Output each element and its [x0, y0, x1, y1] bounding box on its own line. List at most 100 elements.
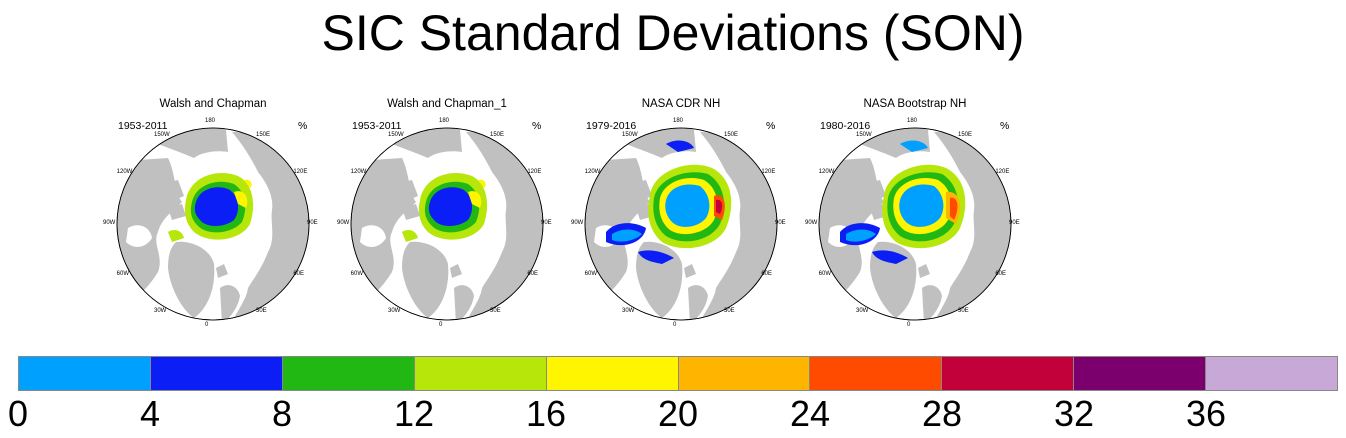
panel-period: 1979-2016 — [586, 120, 637, 132]
greenland — [636, 241, 683, 318]
longitude-label: 60W — [584, 271, 597, 277]
archipelago — [628, 180, 652, 202]
colorbar-tick-label: 4 — [139, 393, 161, 434]
longitude-label: 30E — [490, 308, 501, 315]
archipelago — [168, 204, 186, 220]
longitude-label: 0 — [673, 322, 677, 328]
longitude-label: 60E — [527, 271, 539, 277]
longitude-label: 0 — [205, 322, 209, 328]
longitude-label: 90E — [775, 220, 786, 226]
colorbar-swatch — [150, 357, 283, 390]
longitude-label: 0 — [439, 322, 443, 328]
greenland — [870, 241, 917, 318]
longitude-label: 30W — [856, 308, 869, 315]
longitude-label: 120E — [293, 169, 308, 175]
longitude-label: 30W — [154, 308, 167, 315]
longitude-label: 180 — [439, 118, 450, 124]
map-border-top — [350, 127, 544, 321]
colorbar-swatch — [1074, 357, 1207, 390]
svalbard — [918, 264, 930, 278]
longitude-label: 90E — [307, 220, 318, 226]
longitude-label: 180 — [907, 118, 918, 124]
polar-map — [818, 127, 1012, 321]
hudson-bay — [360, 225, 386, 247]
panel-unit: % — [298, 120, 308, 132]
scandinavia — [220, 285, 240, 320]
archipelago — [402, 204, 420, 220]
panel-period: 1953-2011 — [352, 120, 402, 132]
colorbar-swatch — [678, 357, 811, 390]
colorbar-tick-label: 36 — [1185, 393, 1227, 434]
longitude-label: 60E — [995, 271, 1007, 277]
longitude-label: 120W — [584, 169, 601, 175]
longitude-label: 150E — [724, 131, 739, 138]
longitude-label: 90W — [805, 220, 818, 226]
longitude-label: 60W — [818, 271, 831, 277]
longitude-label: 30W — [388, 308, 401, 315]
longitude-label: 120W — [350, 169, 367, 175]
colorbar-swatch — [1206, 357, 1338, 390]
panel-unit: % — [532, 120, 542, 132]
svalbard — [684, 264, 696, 278]
colorbar-tick-label: 32 — [1053, 393, 1095, 434]
polar-map — [350, 127, 544, 321]
longitude-label: 120E — [995, 169, 1010, 175]
longitude-label: 120E — [761, 169, 776, 175]
colorbar-tick-label: 0 — [7, 393, 29, 434]
sic-field — [168, 173, 254, 242]
longitude-label: 180 — [205, 118, 216, 124]
longitude-label: 30E — [724, 308, 735, 315]
archipelago — [146, 194, 164, 212]
colorbar-swatch — [546, 357, 679, 390]
longitude-label: 150E — [958, 131, 973, 138]
colorbar-tick-label: 28 — [921, 393, 963, 434]
colorbar-tick-label: 16 — [525, 393, 567, 434]
map-panel-nasa-bootstrap: NASA Bootstrap NH 1980-2016 % 180 150E 120… — [800, 92, 1030, 342]
colorbar-tick-label: 8 — [271, 393, 293, 434]
archipelago — [394, 180, 418, 202]
svalbard — [216, 264, 228, 278]
panel-title: NASA Bootstrap NH — [863, 98, 967, 110]
panel-period: 1953-2011 — [118, 120, 168, 132]
colorbar-tick-label: 24 — [789, 393, 831, 434]
map-panel-walsh-chapman-1: Walsh and Chapman_1 1953-2011 % 180 150E 1… — [332, 92, 562, 342]
longitude-label: 120W — [818, 169, 835, 175]
longitude-label: 0 — [907, 322, 911, 328]
greenland — [402, 241, 449, 318]
svalbard — [450, 264, 462, 278]
panel-title: NASA CDR NH — [641, 98, 721, 110]
polar-map — [584, 127, 778, 321]
colorbar-swatch — [810, 357, 943, 390]
longitude-label: 90W — [103, 220, 116, 226]
longitude-label: 30E — [958, 308, 969, 315]
longitude-label: 120W — [116, 169, 133, 175]
sic-field — [606, 140, 732, 264]
archipelago — [848, 194, 866, 212]
map-border-top — [818, 127, 1012, 321]
map-border-top — [584, 127, 778, 321]
archipelago — [614, 194, 632, 212]
longitude-label: 60W — [116, 271, 129, 277]
sic-field — [402, 173, 488, 242]
greenland — [168, 241, 215, 318]
panel-period: 1980-2016 — [820, 120, 871, 132]
panel-title: Walsh and Chapman — [159, 98, 267, 110]
colorbar — [18, 356, 1338, 391]
polar-map — [116, 127, 310, 321]
archipelago — [380, 194, 398, 212]
panel-title: Walsh and Chapman_1 — [387, 98, 507, 110]
figure-title: SIC Standard Deviations (SON) — [321, 5, 1025, 61]
archipelago — [862, 180, 886, 202]
map-panel-nasa-cdr: NASA CDR NH 1979-2016 % 180 150E 120E 90E 60… — [566, 92, 796, 342]
longitude-label: 180 — [673, 118, 684, 124]
longitude-label: 120E — [527, 169, 542, 175]
longitude-label: 90E — [1009, 220, 1020, 226]
scandinavia — [454, 285, 474, 320]
longitude-label: 30E — [256, 308, 267, 315]
map-panel-walsh-chapman: Walsh and Chapman 1953-2011 % 180 150E 120… — [98, 92, 328, 342]
longitude-label: 60E — [293, 271, 305, 277]
longitude-label: 150E — [490, 131, 505, 138]
longitude-label: 90W — [571, 220, 584, 226]
colorbar-swatch — [942, 357, 1075, 390]
longitude-label: 150W — [154, 131, 170, 138]
